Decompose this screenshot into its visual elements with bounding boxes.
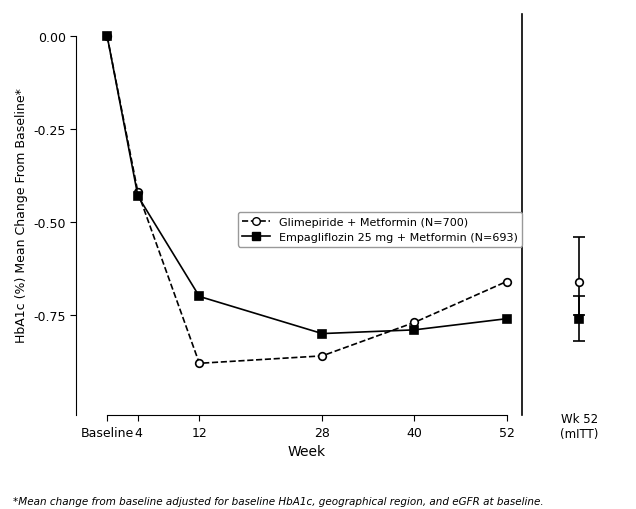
X-axis label: Week: Week — [287, 444, 326, 459]
Text: Wk 52
(mITT): Wk 52 (mITT) — [560, 412, 598, 440]
Text: *Mean change from baseline adjusted for baseline HbA1c, geographical region, and: *Mean change from baseline adjusted for … — [13, 496, 543, 506]
Y-axis label: HbA1c (%) Mean Change From Baseline*: HbA1c (%) Mean Change From Baseline* — [15, 88, 28, 343]
Legend: Glimepiride + Metformin (N=700), Empagliflozin 25 mg + Metformin (N=693): Glimepiride + Metformin (N=700), Empagli… — [238, 213, 522, 247]
